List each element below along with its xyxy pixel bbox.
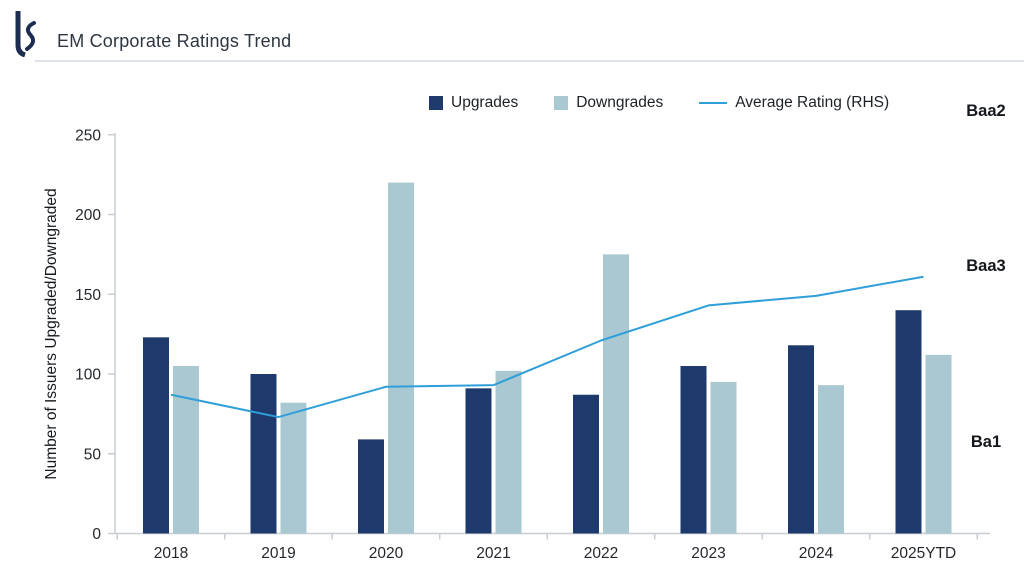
y-tick-label: 250 <box>75 127 101 144</box>
legend-item-average-rating-rhs-: Average Rating (RHS) <box>699 94 889 112</box>
legend-label: Upgrades <box>451 94 519 111</box>
bar-downgrades-2023 <box>710 381 737 534</box>
bar-downgrades-2020 <box>388 182 414 534</box>
bar-upgrades-2020 <box>358 439 384 534</box>
legend-square-swatch <box>554 96 569 110</box>
y-tick-label: 50 <box>84 446 102 463</box>
x-tick-label: 2020 <box>369 545 404 562</box>
rhs-label-ba1: Ba1 <box>970 432 1002 451</box>
legend-label: Downgrades <box>576 94 664 111</box>
bar-downgrades-2022 <box>603 254 629 534</box>
x-tick-label: 2024 <box>799 545 834 562</box>
bar-downgrades-2021 <box>495 370 522 534</box>
x-tick-label: 2025YTD <box>891 545 956 562</box>
bar-upgrades-2024 <box>788 345 814 534</box>
bar-upgrades-2022 <box>573 394 599 534</box>
rhs-label-baa2: Baa2 <box>966 102 1006 121</box>
ls-logo-icon <box>15 11 36 57</box>
x-tick-label: 2019 <box>261 545 295 562</box>
legend-label: Average Rating (RHS) <box>735 94 890 111</box>
header-divider <box>35 60 1024 62</box>
bar-downgrades-2019 <box>280 402 307 534</box>
bar-downgrades-2025YTD <box>925 354 952 534</box>
rhs-label-baa3: Baa3 <box>966 257 1006 276</box>
chart-legend: Upgrades Downgrades Average Rating (RHS) <box>429 94 889 112</box>
legend-line-swatch <box>699 101 728 105</box>
y-tick-label: 150 <box>75 287 101 304</box>
legend-item-upgrades: Upgrades <box>429 94 518 112</box>
bar-upgrades-2019 <box>250 374 277 534</box>
y-tick-label: 200 <box>75 207 101 224</box>
x-tick-label: 2018 <box>154 545 188 562</box>
y-axis-title: Number of Issuers Upgraded/Downgraded <box>43 188 60 479</box>
bar-downgrades-2024 <box>818 385 844 534</box>
bar-upgrades-2023 <box>680 366 707 534</box>
x-tick-label: 2023 <box>691 545 725 562</box>
y-tick-label: 0 <box>92 526 101 543</box>
legend-item-downgrades: Downgrades <box>554 94 663 112</box>
bar-downgrades-2018 <box>173 366 199 534</box>
legend-square-swatch <box>429 96 443 110</box>
page-title: EM Corporate Ratings Trend <box>57 31 292 51</box>
bar-upgrades-2018 <box>143 337 169 534</box>
y-tick-label: 100 <box>75 367 101 384</box>
average-rating-line <box>170 275 924 419</box>
bar-upgrades-2021 <box>465 388 492 534</box>
header: EM Corporate Ratings Trend <box>0 0 1024 62</box>
x-tick-label: 2021 <box>476 545 510 562</box>
x-tick-label: 2022 <box>584 545 618 562</box>
bar-upgrades-2025YTD <box>895 310 922 534</box>
